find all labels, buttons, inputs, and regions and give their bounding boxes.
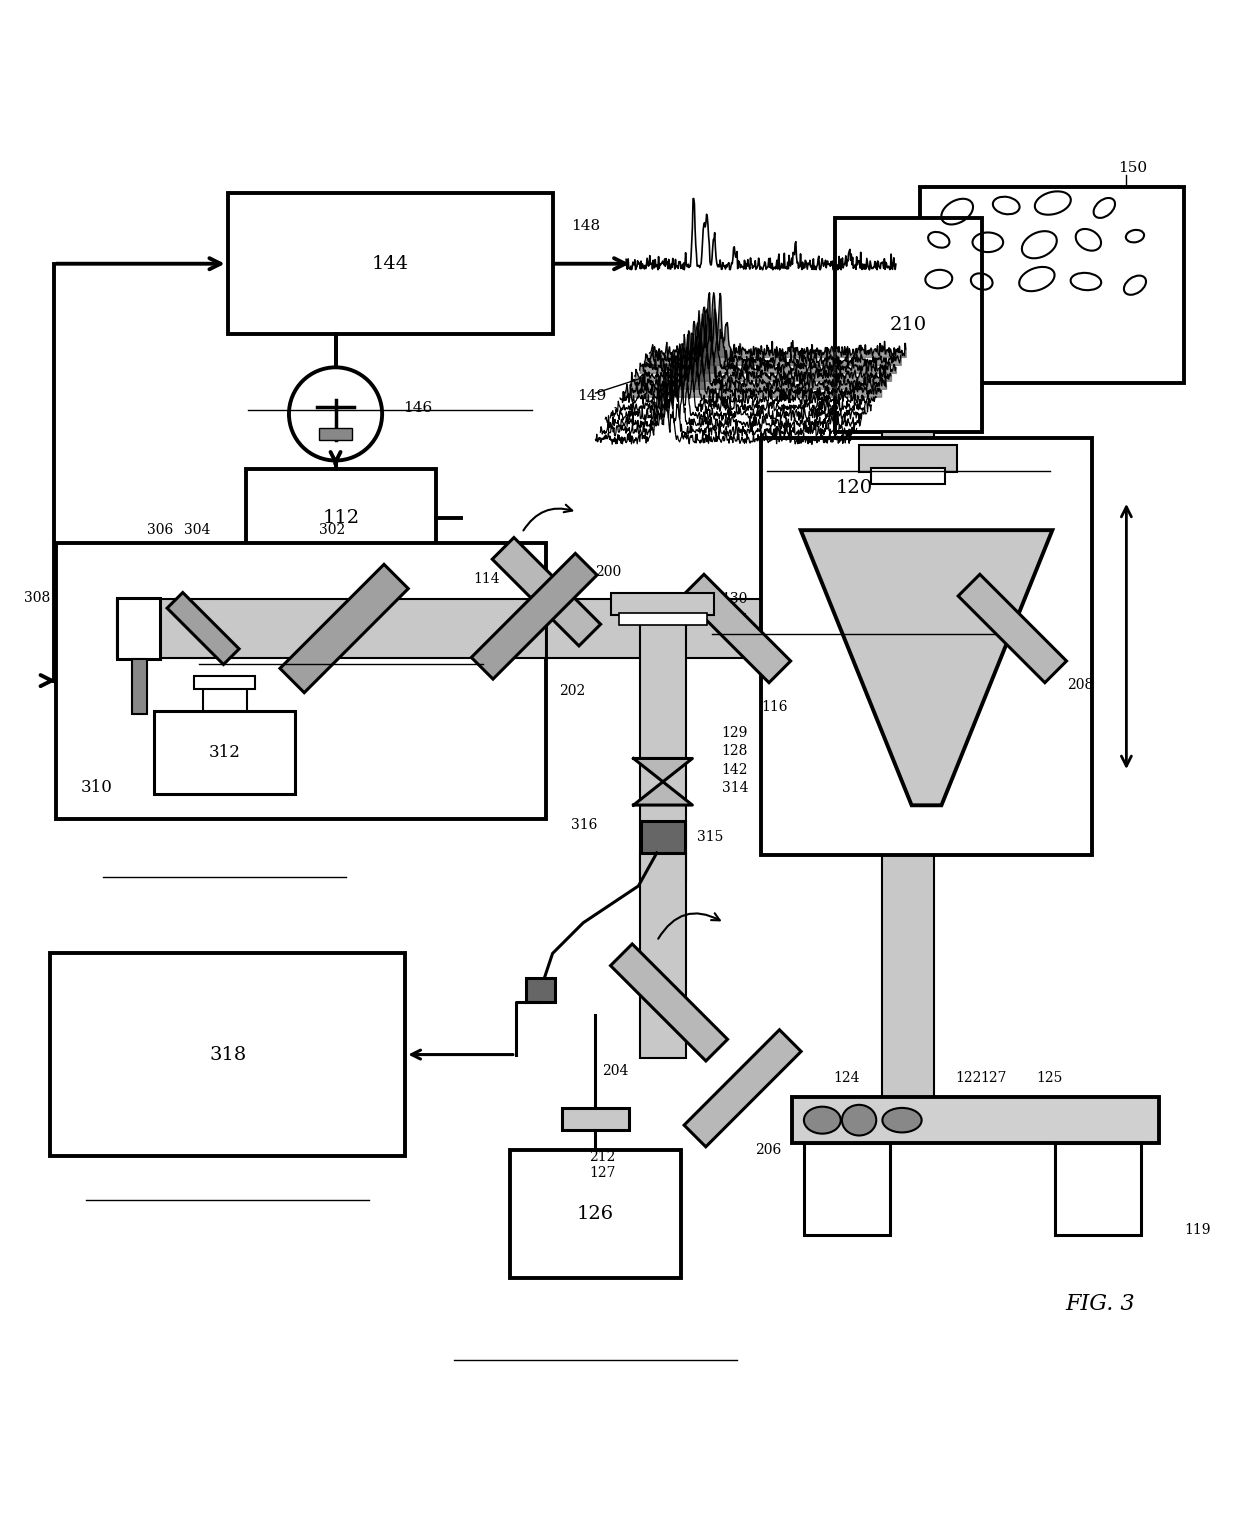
Bar bbox=[154, 711, 295, 794]
Text: 302: 302 bbox=[319, 523, 345, 537]
Text: 148: 148 bbox=[570, 219, 600, 232]
Text: 204: 204 bbox=[601, 1063, 627, 1077]
Polygon shape bbox=[959, 574, 1066, 683]
Text: 130: 130 bbox=[722, 593, 748, 606]
Text: 214: 214 bbox=[722, 613, 748, 626]
Text: 312: 312 bbox=[208, 743, 241, 760]
Text: 129: 129 bbox=[722, 726, 748, 740]
Polygon shape bbox=[634, 759, 692, 782]
Text: 318: 318 bbox=[210, 1045, 247, 1063]
Polygon shape bbox=[801, 529, 1053, 805]
Bar bbox=[640, 599, 686, 880]
Ellipse shape bbox=[842, 1105, 877, 1136]
Text: 142: 142 bbox=[722, 762, 748, 777]
Bar bbox=[526, 977, 556, 1002]
Text: 120: 120 bbox=[835, 480, 872, 497]
Polygon shape bbox=[492, 537, 600, 646]
Text: 212: 212 bbox=[589, 1150, 616, 1163]
Text: 144: 144 bbox=[372, 255, 409, 272]
Text: 150: 150 bbox=[1118, 162, 1147, 175]
Bar bbox=[436, 599, 1055, 659]
Text: 208: 208 bbox=[1068, 677, 1094, 691]
Bar bbox=[510, 1150, 681, 1279]
Bar bbox=[761, 439, 1092, 856]
Text: 206: 206 bbox=[755, 1143, 781, 1157]
Text: 310: 310 bbox=[81, 779, 113, 797]
Ellipse shape bbox=[804, 1107, 841, 1134]
Bar bbox=[883, 432, 934, 1143]
Bar bbox=[118, 597, 160, 659]
Text: 304: 304 bbox=[184, 523, 210, 537]
Bar bbox=[859, 445, 957, 471]
Text: 149: 149 bbox=[577, 388, 606, 403]
Text: 314: 314 bbox=[722, 780, 748, 794]
Bar bbox=[193, 676, 255, 688]
Bar bbox=[641, 820, 684, 853]
Text: 128: 128 bbox=[722, 745, 748, 759]
Text: 210: 210 bbox=[889, 315, 926, 334]
Bar bbox=[246, 469, 436, 568]
Bar bbox=[562, 1108, 629, 1130]
Bar bbox=[118, 599, 547, 659]
Text: 126: 126 bbox=[577, 1205, 614, 1224]
Polygon shape bbox=[167, 593, 239, 665]
Ellipse shape bbox=[883, 1108, 921, 1133]
Bar bbox=[1055, 1143, 1141, 1236]
Text: 316: 316 bbox=[570, 817, 598, 831]
Text: 124: 124 bbox=[833, 1071, 861, 1085]
Text: 122: 122 bbox=[955, 1071, 981, 1085]
Text: 125: 125 bbox=[1035, 1071, 1063, 1085]
Bar bbox=[920, 188, 1184, 383]
Text: 127: 127 bbox=[981, 1071, 1007, 1085]
Bar bbox=[640, 853, 686, 1057]
Text: 114: 114 bbox=[472, 571, 500, 585]
Text: 112: 112 bbox=[322, 509, 360, 528]
Text: 306: 306 bbox=[148, 523, 174, 537]
Text: 308: 308 bbox=[24, 591, 50, 605]
Bar bbox=[131, 659, 146, 714]
Polygon shape bbox=[280, 565, 408, 693]
Bar bbox=[202, 686, 247, 711]
Text: 119: 119 bbox=[1184, 1224, 1210, 1237]
Polygon shape bbox=[634, 782, 692, 805]
Polygon shape bbox=[610, 943, 728, 1060]
Text: 200: 200 bbox=[595, 565, 621, 580]
Bar bbox=[50, 954, 405, 1156]
Bar bbox=[791, 1097, 1159, 1143]
Bar bbox=[228, 194, 553, 334]
Bar bbox=[619, 613, 707, 625]
Polygon shape bbox=[684, 1030, 801, 1147]
Polygon shape bbox=[682, 574, 791, 683]
Bar bbox=[611, 593, 714, 616]
Text: 127: 127 bbox=[589, 1165, 616, 1179]
Text: 315: 315 bbox=[697, 830, 724, 843]
Polygon shape bbox=[471, 554, 596, 679]
Bar bbox=[835, 217, 982, 432]
Bar bbox=[804, 1143, 890, 1236]
Text: FIG. 3: FIG. 3 bbox=[1065, 1293, 1135, 1316]
Bar bbox=[56, 543, 547, 819]
Bar bbox=[319, 428, 352, 440]
Text: 116: 116 bbox=[761, 700, 787, 714]
Bar bbox=[872, 468, 945, 483]
Text: 202: 202 bbox=[559, 683, 585, 697]
Text: 146: 146 bbox=[403, 400, 433, 416]
